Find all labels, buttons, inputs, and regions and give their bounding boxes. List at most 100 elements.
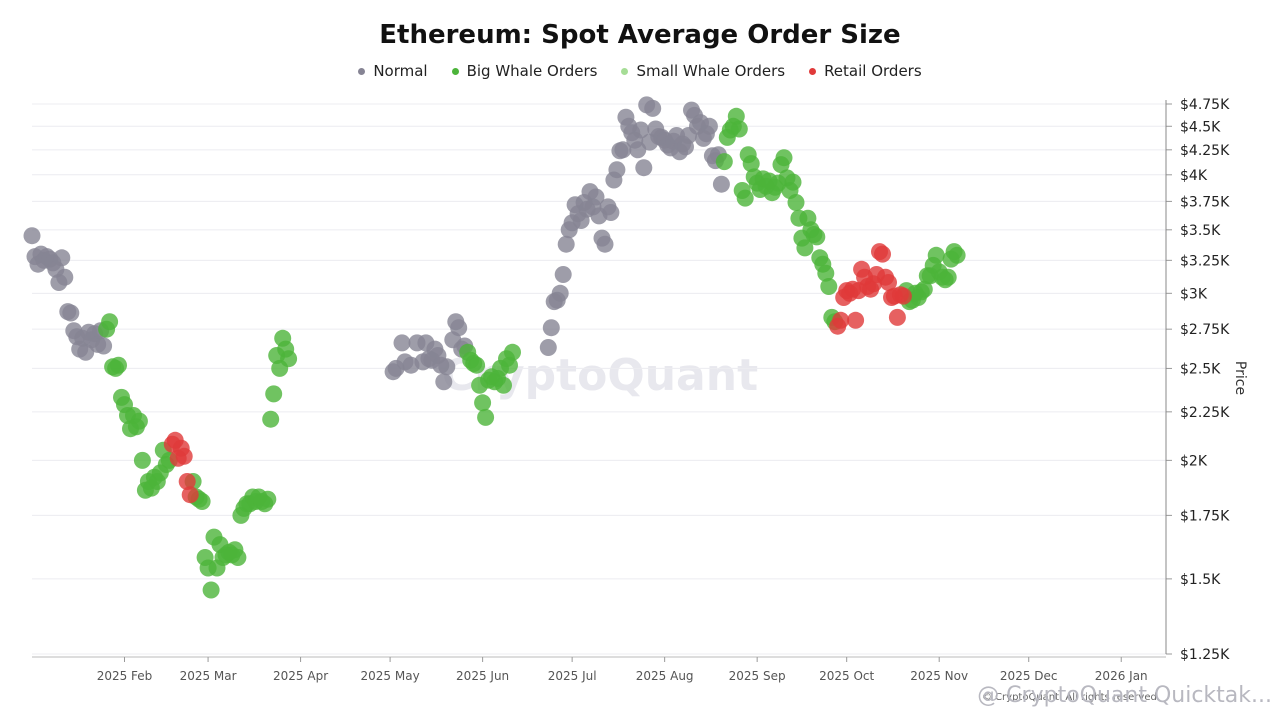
legend-big-whale-dot-icon	[451, 67, 459, 75]
x-axis: 2025 Feb 2025 Mar 2025 Apr 2025 May 2025 Jun…	[32, 656, 1166, 683]
data-point-big-whale-orders	[787, 194, 805, 211]
data-point-big-whale-orders	[939, 268, 957, 286]
y-tick-label: $2.5K	[1180, 361, 1221, 377]
data-point-big-whale-orders	[730, 120, 748, 138]
data-point-normal	[53, 249, 71, 267]
data-point-retail-orders	[888, 308, 906, 326]
y-tick-label: $3.75K	[1180, 194, 1230, 210]
data-point-normal	[435, 373, 453, 391]
y-axis: $4.75K $4.5K $4.25K $4K $3.75K $3.5K $3.25K $3K…	[1165, 97, 1230, 663]
data-point-big-whale-orders	[796, 239, 814, 257]
data-point-normal	[551, 284, 569, 302]
data-point-retail-orders	[847, 311, 865, 329]
data-point-normal	[438, 358, 456, 376]
data-point-big-whale-orders	[474, 394, 492, 412]
data-point-retail-orders	[175, 447, 193, 465]
y-axis-label: Price	[1232, 361, 1248, 395]
footer-handle: @ CryptoQuant Quicktak...	[977, 683, 1272, 708]
x-tick-label: 2025 Oct	[819, 669, 874, 683]
data-point-normal	[62, 304, 80, 322]
legend-small-whale-label: Small Whale Orders	[636, 62, 786, 80]
data-point-big-whale-orders	[775, 149, 793, 167]
data-point-big-whale-orders	[736, 189, 754, 207]
data-point-normal	[557, 235, 575, 253]
data-point-normal	[542, 319, 560, 337]
y-tick-label: $4.5K	[1180, 119, 1221, 135]
gridlines	[32, 103, 1166, 655]
y-tick-label: $2.75K	[1180, 322, 1230, 338]
legend-normal-label: Normal	[373, 62, 428, 80]
data-point-retail-orders	[880, 274, 897, 291]
legend-small-whale-dot-icon	[621, 67, 629, 75]
data-point-big-whale-orders	[130, 412, 148, 430]
data-point-normal	[23, 227, 41, 245]
data-point-normal	[56, 268, 74, 286]
x-tick-label: 2025 May	[361, 669, 420, 683]
data-point-retail-orders	[894, 287, 912, 305]
data-point-big-whale-orders	[915, 280, 933, 298]
data-point-normal	[614, 141, 632, 159]
x-tick-label: 2025 Sep	[729, 669, 786, 683]
x-tick-label: 2026 Jan	[1095, 669, 1148, 683]
data-point-big-whale-orders	[133, 451, 151, 469]
data-point-normal	[554, 266, 572, 283]
legend-item-small-whale[interactable]: Small Whale Orders	[621, 62, 785, 80]
data-point-big-whale-orders	[817, 264, 835, 282]
y-tick-label: $3.5K	[1180, 223, 1221, 239]
chart-title: Ethereum: Spot Average Order Size	[379, 20, 901, 50]
legend-item-retail[interactable]: Retail Orders	[809, 62, 922, 80]
data-point-big-whale-orders	[504, 343, 521, 361]
data-point-big-whale-orders	[101, 313, 119, 331]
data-point-retail-orders	[181, 486, 199, 504]
y-tick-label: $1.25K	[1180, 647, 1230, 663]
y-tick-label: $4.75K	[1180, 97, 1230, 113]
data-point-big-whale-orders	[280, 350, 298, 368]
data-point-normal	[393, 334, 411, 352]
legend-normal-dot-icon	[358, 67, 366, 75]
data-point-big-whale-orders	[495, 376, 512, 394]
data-point-big-whale-orders	[948, 246, 966, 264]
x-tick-label: 2025 Aug	[636, 669, 694, 683]
legend-retail-label: Retail Orders	[824, 62, 922, 80]
data-point-big-whale-orders	[808, 228, 826, 246]
data-point-big-whale-orders	[262, 410, 280, 428]
x-tick-label: 2025 Jul	[548, 669, 597, 683]
data-point-normal	[596, 235, 614, 253]
legend: Normal Big Whale Orders Small Whale Orde…	[0, 62, 1280, 80]
x-tick-label: 2025 Nov	[910, 669, 968, 683]
data-point-big-whale-orders	[784, 173, 802, 191]
legend-retail-dot-icon	[809, 67, 817, 75]
data-point-big-whale-orders	[742, 155, 760, 173]
y-tick-label: $4K	[1180, 168, 1208, 184]
data-point-retail-orders	[832, 311, 850, 329]
data-point-normal	[644, 99, 662, 117]
data-point-normal	[608, 161, 626, 179]
y-tick-label: $2K	[1180, 453, 1208, 469]
y-tick-label: $2.25K	[1180, 405, 1230, 421]
data-point-normal	[539, 339, 557, 356]
data-point-big-whale-orders	[715, 153, 733, 171]
legend-item-big-whale[interactable]: Big Whale Orders	[451, 62, 598, 80]
data-point-big-whale-orders	[202, 581, 220, 599]
data-point-retail-orders	[178, 473, 196, 490]
y-tick-label: $1.75K	[1180, 508, 1230, 524]
legend-big-whale-label: Big Whale Orders	[466, 62, 598, 80]
data-point-normal	[95, 337, 113, 355]
data-point-big-whale-orders	[477, 408, 495, 426]
data-point-big-whale-orders	[110, 356, 127, 374]
x-tick-label: 2025 Feb	[97, 669, 153, 683]
data-point-normal	[632, 121, 650, 139]
x-tick-label: 2025 Apr	[273, 669, 328, 683]
data-point-big-whale-orders	[927, 246, 945, 264]
data-point-big-whale-orders	[259, 490, 277, 508]
legend-item-normal[interactable]: Normal	[358, 62, 428, 80]
data-point-normal	[450, 319, 468, 337]
data-point-normal	[635, 159, 653, 177]
data-point-normal	[602, 204, 620, 221]
x-tick-label: 2025 Jun	[456, 669, 509, 683]
y-tick-label: $1.5K	[1180, 572, 1221, 588]
data-point-big-whale-orders	[501, 356, 518, 374]
y-tick-label: $3K	[1180, 286, 1208, 302]
y-tick-label: $4.25K	[1180, 143, 1230, 159]
y-tick-label: $3.25K	[1180, 253, 1230, 269]
